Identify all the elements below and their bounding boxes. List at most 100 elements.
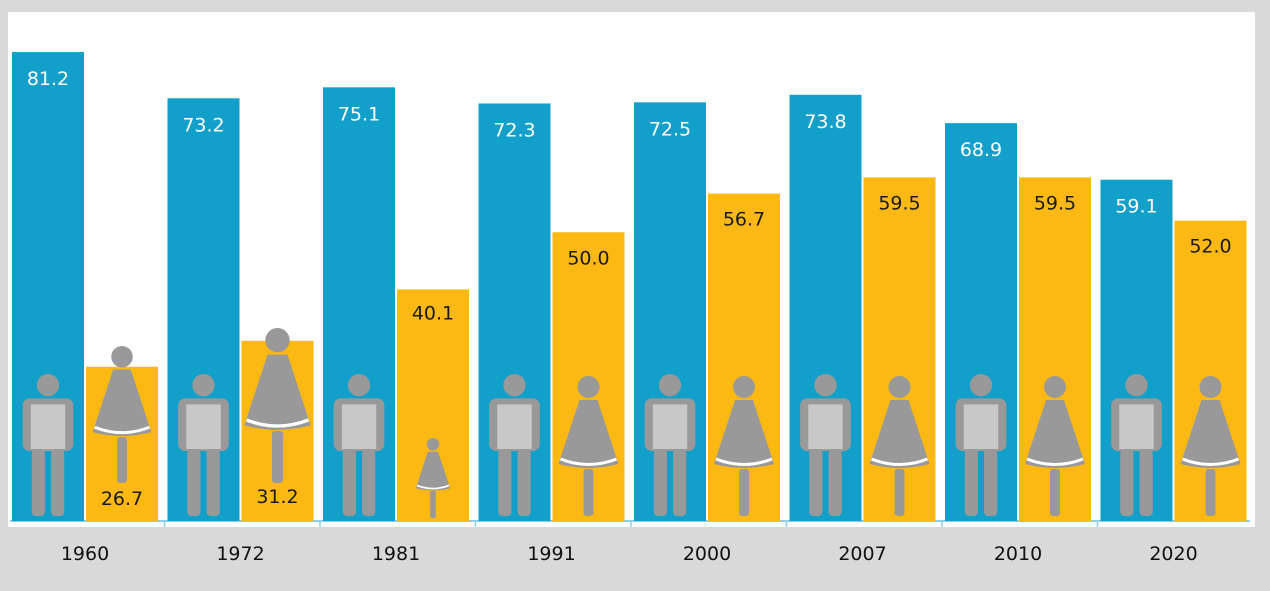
bar-male-2010[interactable] [945, 123, 1017, 521]
male-figure-icon [1111, 374, 1162, 516]
data-label-male-2020: 59.1 [1115, 196, 1157, 218]
female-icon-leg [430, 491, 436, 518]
male-icon-leg-left [1120, 449, 1134, 516]
male-figure-icon [22, 374, 74, 516]
female-icon-leg [1205, 469, 1216, 516]
bar-male-2007[interactable] [789, 94, 862, 522]
female-figure-icon [92, 346, 152, 483]
male-icon-head [1125, 374, 1148, 397]
x-tick-label-2020: 2020 [1149, 543, 1197, 565]
male-figure-icon [644, 374, 696, 516]
female-figure-icon [1180, 376, 1241, 516]
x-tick-label-1972: 1972 [216, 543, 264, 565]
female-icon-hem [559, 457, 618, 466]
female-icon-hem [1181, 457, 1240, 466]
male-icon-leg-right [673, 449, 687, 516]
female-icon-hem [245, 418, 310, 428]
data-label-female-1960: 26.7 [101, 488, 143, 510]
male-icon-head [814, 374, 837, 397]
data-label-female-2000: 56.7 [723, 209, 765, 231]
x-tick-label-1960: 1960 [61, 543, 109, 565]
female-icon-hem [416, 484, 450, 490]
female-icon-head [265, 328, 290, 353]
male-icon-leg-left [809, 449, 823, 516]
data-label-male-2010: 68.9 [960, 139, 1002, 161]
female-icon-leg [739, 469, 749, 516]
male-icon-head [347, 374, 371, 397]
male-icon-leg-right [828, 449, 842, 516]
male-icon-leg-right [517, 449, 531, 516]
male-icon-leg-left [498, 449, 512, 516]
data-label-female-1972: 31.2 [256, 486, 298, 508]
data-label-male-1991: 72.3 [493, 119, 535, 141]
female-icon-leg [583, 469, 594, 516]
female-icon-dress [1025, 400, 1085, 468]
male-figure-icon [800, 374, 851, 516]
female-icon-dress [244, 354, 311, 430]
female-figure-icon [1025, 376, 1085, 516]
data-label-female-1991: 50.0 [567, 247, 609, 269]
bar-male-1972[interactable] [167, 98, 240, 522]
male-icon-shirt [30, 404, 66, 450]
male-icon-head [192, 374, 215, 397]
male-icon-leg-right [51, 449, 65, 516]
female-icon-head [111, 346, 133, 368]
x-tick-label-2010: 2010 [994, 543, 1042, 565]
female-icon-leg [117, 437, 127, 483]
male-icon-shirt [652, 404, 688, 450]
data-label-male-2007: 73.8 [804, 111, 846, 133]
data-label-male-1972: 73.2 [182, 114, 224, 136]
male-icon-leg-left [31, 449, 45, 516]
data-label-female-2010: 59.5 [1034, 192, 1076, 214]
female-icon-dress [558, 400, 619, 468]
x-tick-label-2007: 2007 [838, 543, 886, 565]
female-icon-head [888, 376, 911, 398]
male-icon-leg-right [1139, 449, 1153, 516]
data-label-male-2000: 72.5 [649, 118, 691, 140]
female-icon-dress [1180, 400, 1241, 468]
male-figure-icon [333, 374, 385, 516]
male-figure-icon [955, 374, 1007, 516]
data-label-male-1960: 81.2 [27, 68, 69, 90]
bar-male-1991[interactable] [478, 103, 551, 521]
female-icon-dress [415, 451, 451, 491]
x-tick-label-1991: 1991 [527, 543, 575, 565]
female-icon-head [577, 376, 600, 398]
female-icon-leg [1050, 469, 1060, 516]
female-icon-hem [94, 425, 150, 435]
female-figure-icon [415, 438, 451, 518]
male-icon-shirt [963, 404, 999, 450]
male-icon-leg-right [362, 449, 376, 516]
female-icon-leg [271, 430, 284, 483]
bar-male-1981[interactable] [323, 87, 395, 522]
male-icon-leg-right [206, 449, 220, 516]
male-icon-shirt [808, 404, 843, 450]
male-icon-shirt [186, 404, 221, 450]
female-icon-head [733, 376, 755, 398]
female-figure-icon [244, 328, 311, 483]
bar-male-2000[interactable] [634, 102, 706, 521]
male-icon-shirt [1119, 404, 1154, 450]
male-icon-shirt [341, 404, 377, 450]
data-label-female-2020: 52.0 [1189, 236, 1231, 258]
x-tick-label-1981: 1981 [372, 543, 420, 565]
male-figure-icon [178, 374, 229, 516]
male-icon-leg-left [342, 449, 356, 516]
female-icon-head [426, 438, 440, 451]
female-icon-hem [1026, 457, 1084, 466]
female-icon-hem [870, 457, 929, 466]
female-icon-leg [894, 469, 905, 516]
bar-male-2020[interactable] [1100, 179, 1173, 521]
data-label-male-1981: 75.1 [338, 103, 380, 125]
male-icon-leg-left [187, 449, 201, 516]
female-icon-dress [92, 369, 152, 437]
female-figure-icon [869, 376, 930, 516]
male-icon-head [969, 374, 993, 397]
female-icon-head [1199, 376, 1222, 398]
male-figure-icon [489, 374, 540, 516]
female-icon-hem [715, 457, 773, 466]
female-icon-head [1044, 376, 1066, 398]
male-icon-head [658, 374, 682, 397]
